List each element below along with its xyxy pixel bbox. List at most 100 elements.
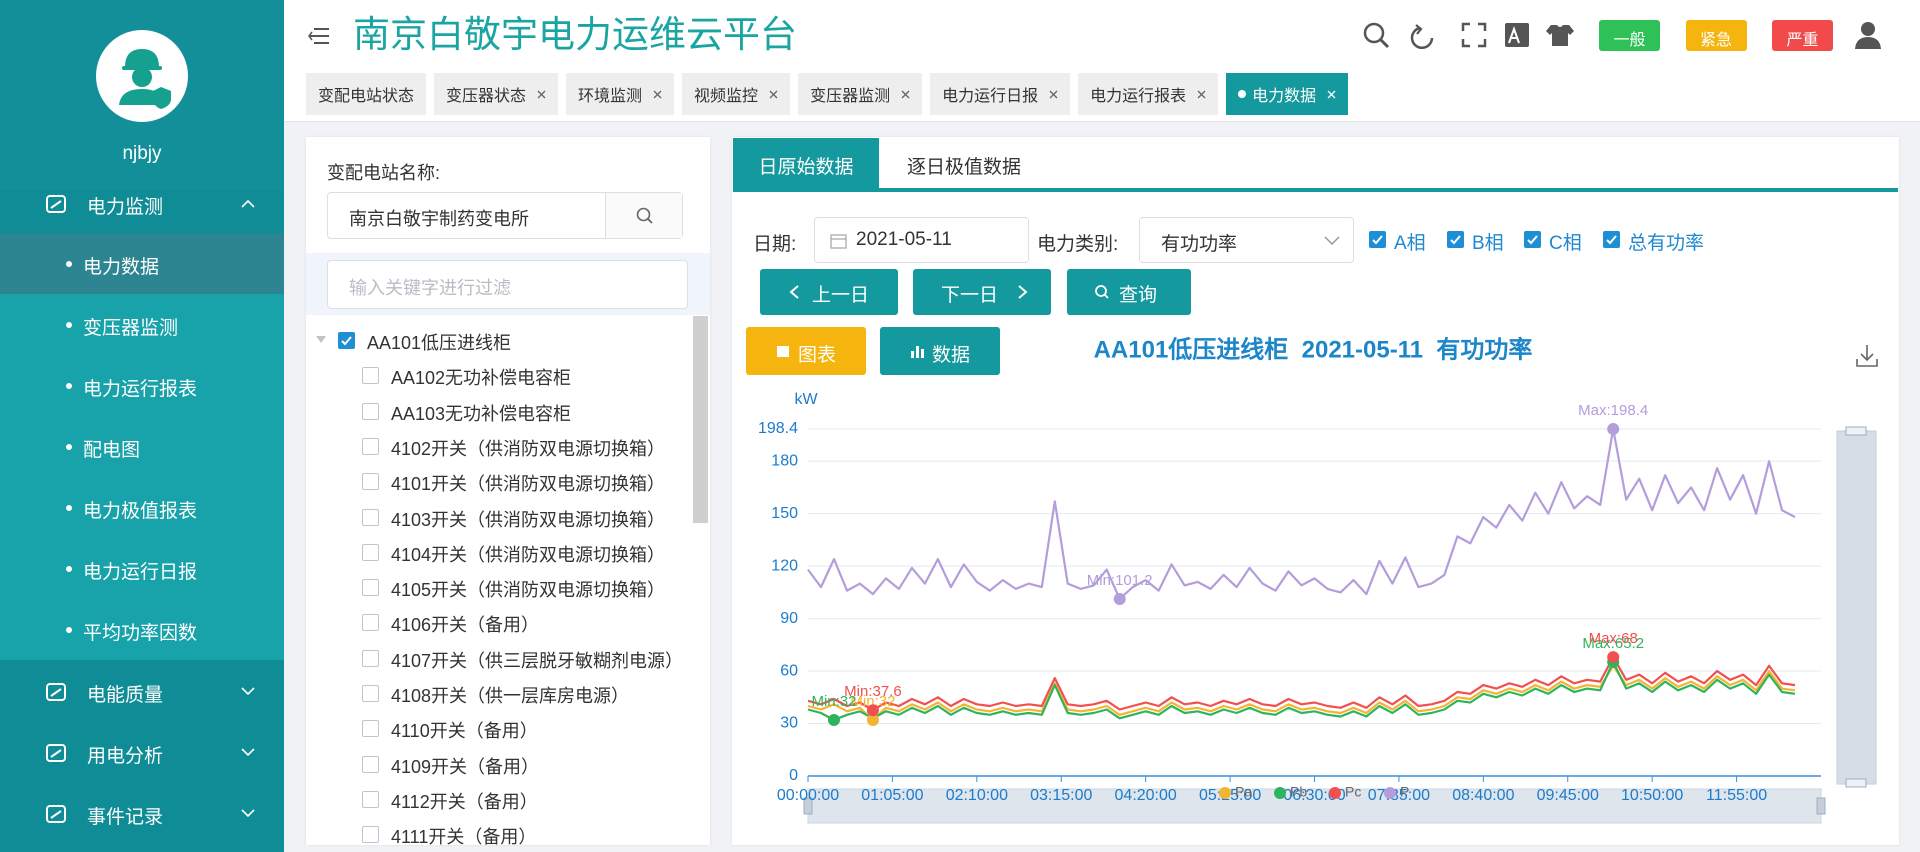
- submenu-item[interactable]: 电力极值报表: [0, 477, 284, 538]
- submenu-item[interactable]: 变压器监测: [0, 294, 284, 355]
- checkbox[interactable]: [362, 437, 379, 455]
- tab-label: 电力运行日报: [942, 88, 1039, 105]
- tree-node[interactable]: 4110开关（备用）: [306, 711, 691, 745]
- download-icon[interactable]: [1856, 344, 1878, 368]
- tab[interactable]: 视频监控: [682, 73, 791, 115]
- refresh-icon[interactable]: [1410, 24, 1434, 50]
- checkbox[interactable]: [1447, 231, 1464, 248]
- checkbox[interactable]: [362, 826, 379, 844]
- menu-toggle[interactable]: [308, 26, 330, 46]
- tab[interactable]: 环境监测: [566, 73, 675, 115]
- checkbox[interactable]: [362, 367, 379, 385]
- user-icon[interactable]: [1854, 20, 1882, 50]
- icon-part: [647, 218, 653, 224]
- tab[interactable]: 变压器监测: [798, 73, 923, 115]
- checkbox[interactable]: [362, 508, 379, 526]
- panel-tab-underline: [733, 188, 1898, 192]
- menu-icon: [50, 200, 62, 209]
- submenu-item[interactable]: 电力运行日报: [0, 538, 284, 599]
- submenu-label: 电力运行日报: [83, 562, 198, 583]
- tree-node[interactable]: 4109开关（备用）: [306, 747, 691, 781]
- fullscreen-icon[interactable]: [1461, 22, 1487, 48]
- icon-part: [636, 207, 651, 222]
- submenu-item[interactable]: 配电图: [0, 416, 284, 477]
- tree-node[interactable]: 4104开关（供消防双电源切换箱）: [306, 535, 691, 569]
- station-input[interactable]: 南京白敬宇制药变电所: [327, 192, 683, 239]
- checkbox[interactable]: [362, 473, 379, 491]
- checkbox[interactable]: [1524, 231, 1541, 248]
- panel-tab[interactable]: 逐日极值数据: [879, 138, 1049, 189]
- checkbox[interactable]: [362, 685, 379, 702]
- scrollbar[interactable]: [693, 316, 708, 523]
- tab[interactable]: 变压器状态: [434, 73, 559, 115]
- tree-node[interactable]: 4107开关（供三层脱牙敏糊剂电源）: [306, 641, 691, 675]
- translate-icon[interactable]: [1505, 23, 1529, 47]
- tab[interactable]: 电力运行日报: [930, 73, 1071, 115]
- checkbox[interactable]: [362, 402, 379, 420]
- checkbox[interactable]: [362, 614, 379, 632]
- checkbox[interactable]: [1603, 231, 1620, 248]
- checkbox[interactable]: [362, 755, 379, 773]
- checkbox[interactable]: [1369, 231, 1386, 248]
- search-button[interactable]: [605, 193, 682, 238]
- type-select[interactable]: 有功功率: [1139, 217, 1354, 263]
- date-input[interactable]: 2021-05-11: [814, 217, 1029, 263]
- submenu-item[interactable]: 平均功率因数: [0, 599, 284, 660]
- tree-node[interactable]: 4103开关（供消防双电源切换箱）: [306, 500, 691, 534]
- tab[interactable]: 电力运行报表: [1078, 73, 1219, 115]
- submenu-item[interactable]: 电力数据: [0, 233, 284, 294]
- submenu-dot: [66, 627, 72, 633]
- tab-close[interactable]: [653, 90, 662, 99]
- tab-close[interactable]: [1197, 90, 1206, 99]
- icon-part: [1861, 22, 1875, 36]
- nav-button[interactable]: 下一日: [913, 269, 1051, 315]
- tab[interactable]: 电力数据: [1226, 73, 1349, 115]
- tree-node[interactable]: 4105开关（供消防双电源切换箱）: [306, 570, 691, 604]
- tab[interactable]: 变配电站状态: [306, 73, 427, 115]
- tree-node[interactable]: 4112开关（备用）: [306, 782, 691, 816]
- level-button[interactable]: 严重: [1772, 20, 1833, 51]
- theme-icon[interactable]: [1546, 25, 1574, 46]
- submenu-item[interactable]: 电力运行报表: [0, 355, 284, 416]
- tab-label: 视频监控: [694, 88, 759, 105]
- nav-button-label: 上一日: [812, 285, 870, 306]
- menu-item[interactable]: 用电分析: [0, 722, 284, 783]
- menu-item[interactable]: 电力监测: [0, 173, 284, 234]
- tree-node[interactable]: AA102无功补偿电容柜: [306, 358, 691, 392]
- tab-close[interactable]: [537, 90, 546, 99]
- search-icon[interactable]: [1363, 22, 1390, 49]
- tree-node[interactable]: AA103无功补偿电容柜: [306, 394, 691, 428]
- menu-item[interactable]: 电能质量: [0, 661, 284, 722]
- checkbox[interactable]: [362, 579, 379, 597]
- tree-node[interactable]: 4108开关（供一层库房电源）: [306, 676, 691, 710]
- checkbox[interactable]: [362, 790, 379, 808]
- close-line: [537, 90, 546, 98]
- checkbox[interactable]: [338, 332, 355, 349]
- checkbox[interactable]: [362, 543, 379, 561]
- menu-chevron: [241, 687, 255, 696]
- tab-close[interactable]: [1049, 90, 1058, 99]
- level-button[interactable]: 一般: [1599, 20, 1660, 51]
- tree-node[interactable]: 4102开关（供消防双电源切换箱）: [306, 429, 691, 463]
- filter-input[interactable]: 输入关键字进行过滤: [327, 260, 688, 309]
- tree-node[interactable]: 4111开关（备用）: [306, 817, 691, 845]
- tree-node[interactable]: 4101开关（供消防双电源切换箱）: [306, 464, 691, 498]
- checkbox[interactable]: [362, 720, 379, 738]
- menu-icon: [46, 683, 66, 701]
- level-button[interactable]: 紧急: [1685, 20, 1747, 51]
- menu-item[interactable]: 事件记录: [0, 783, 284, 844]
- tab-close[interactable]: [901, 90, 910, 99]
- tab-label: 变压器监测: [810, 88, 891, 105]
- nav-button[interactable]: 查询: [1067, 269, 1191, 315]
- view-button[interactable]: 数据: [880, 327, 1000, 375]
- level-label: 紧急: [1699, 32, 1732, 49]
- view-button[interactable]: 图表: [746, 327, 866, 375]
- tab-close[interactable]: [1327, 90, 1336, 99]
- tab-close[interactable]: [769, 90, 778, 99]
- checkbox[interactable]: [362, 649, 379, 667]
- tree-label: AA103无功补偿电容柜: [391, 403, 572, 424]
- tree-node[interactable]: 4106开关（备用）: [306, 605, 691, 639]
- tree-node[interactable]: AA101低压进线柜: [306, 323, 691, 357]
- nav-button[interactable]: 上一日: [760, 269, 898, 315]
- panel-tab[interactable]: 日原始数据: [733, 138, 879, 189]
